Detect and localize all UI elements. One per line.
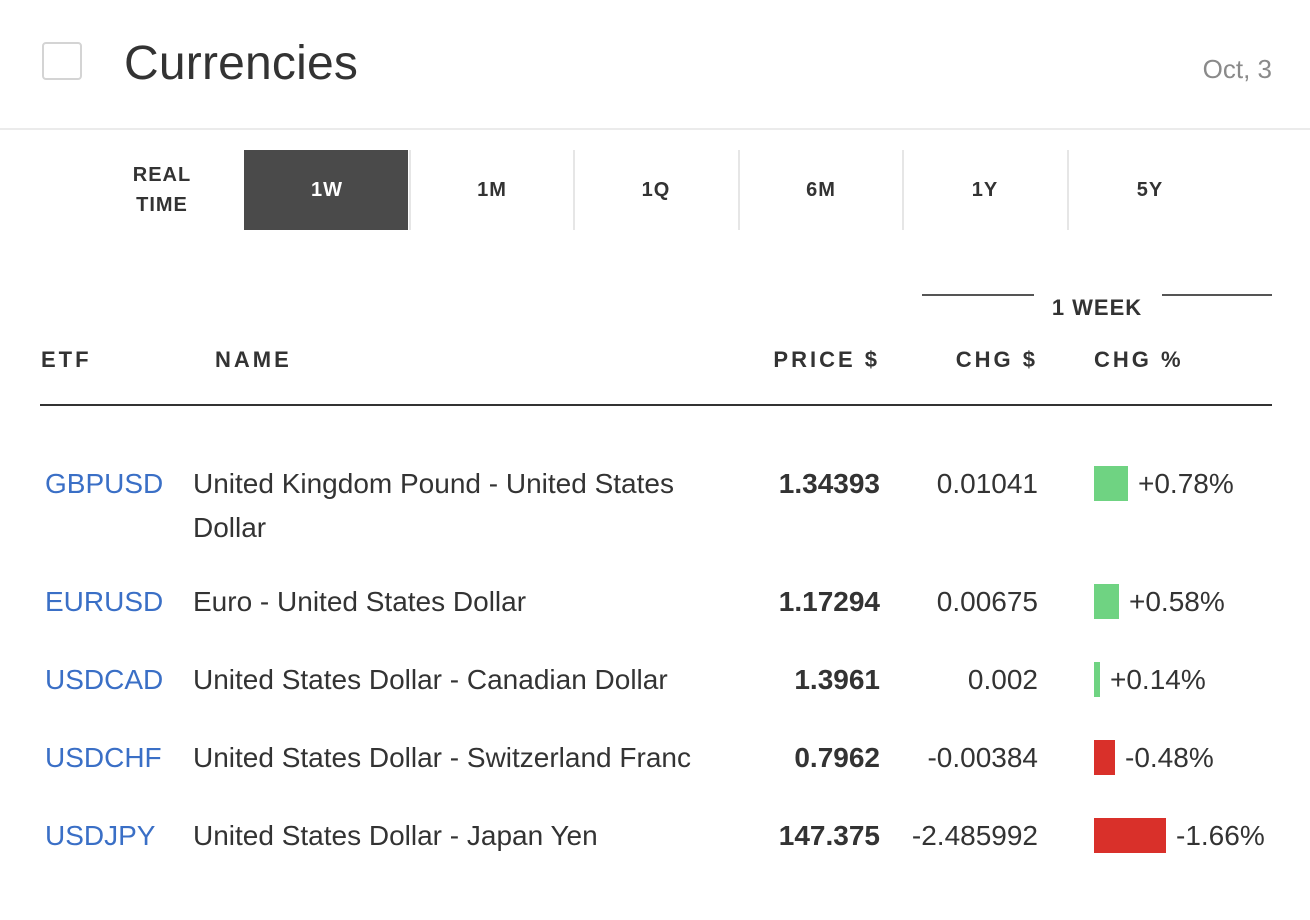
change-value: -2.485992	[911, 820, 1038, 851]
change-value: 0.00675	[936, 586, 1038, 617]
col-header-name[interactable]: NAME	[215, 347, 292, 372]
change-value: 0.01041	[936, 468, 1038, 499]
change-bar	[1094, 662, 1100, 697]
currency-name: United States Dollar - Switzerland Franc	[193, 742, 691, 773]
change-value: 0.002	[967, 664, 1038, 695]
symbol-link[interactable]: USDCAD	[45, 664, 164, 695]
change-pct-value: -0.48%	[1125, 742, 1214, 773]
price-value: 1.17294	[778, 586, 880, 617]
table-row: USDCHF United States Dollar - Switzerland…	[0, 736, 1310, 776]
price-value: 147.375	[778, 820, 880, 851]
table-row: USDCAD United States Dollar - Canadian Do…	[0, 658, 1310, 698]
tab-real-time[interactable]: REAL TIME	[80, 150, 244, 230]
change-pct-value: -1.66%	[1176, 820, 1265, 851]
page-header: Currencies Oct, 3	[0, 0, 1310, 130]
col-header-price[interactable]: PRICE $	[773, 347, 880, 372]
select-checkbox[interactable]	[42, 42, 82, 80]
tab-6m[interactable]: 6M	[738, 150, 902, 230]
tab-1m[interactable]: 1M	[409, 150, 573, 230]
price-value: 0.7962	[794, 742, 880, 773]
group-label: 1 WEEK	[1051, 295, 1143, 320]
group-rule-left	[922, 294, 1034, 296]
price-value: 1.3961	[794, 664, 880, 695]
change-bar	[1094, 584, 1119, 619]
tab-1y[interactable]: 1Y	[902, 150, 1066, 230]
symbol-link[interactable]: GBPUSD	[45, 468, 164, 499]
group-rule-right	[1162, 294, 1272, 296]
tab-label: REAL TIME	[132, 164, 192, 216]
one-week-group-header: 1 WEEK	[922, 292, 1272, 322]
change-pct-value: +0.58%	[1129, 586, 1225, 617]
change-value: -0.00384	[927, 742, 1038, 773]
table-row: USDJPY United States Dollar - Japan Yen 14…	[0, 814, 1310, 854]
date-label: Oct, 3	[1202, 54, 1272, 84]
change-bar	[1094, 740, 1115, 775]
tab-1w[interactable]: 1W	[244, 150, 408, 230]
symbol-link[interactable]: EURUSD	[45, 586, 164, 617]
page-title: Currencies	[124, 37, 359, 90]
currency-name: Euro - United States Dollar	[193, 586, 527, 617]
tab-5y[interactable]: 5Y	[1067, 150, 1231, 230]
col-header-chg[interactable]: CHG $	[955, 347, 1038, 372]
price-value: 1.34393	[778, 468, 880, 499]
currency-name: United States Dollar - Canadian Dollar	[193, 664, 668, 695]
tab-1q[interactable]: 1Q	[573, 150, 737, 230]
change-bar	[1094, 466, 1128, 501]
currency-name: United Kingdom Pound - United States Dol…	[193, 468, 674, 543]
col-header-etf[interactable]: ETF	[41, 347, 92, 372]
table-row: EURUSD Euro - United States Dollar 1.17294…	[0, 580, 1310, 620]
symbol-link[interactable]: USDCHF	[45, 742, 162, 773]
table-row: GBPUSD United Kingdom Pound - United Stat…	[0, 462, 1310, 543]
change-pct-value: +0.78%	[1138, 468, 1234, 499]
symbol-link[interactable]: USDJPY	[45, 820, 156, 851]
col-header-chg-pct[interactable]: CHG %	[1094, 347, 1184, 372]
currency-name: United States Dollar - Japan Yen	[193, 820, 598, 851]
header-divider	[40, 404, 1272, 406]
change-bar	[1094, 818, 1166, 853]
change-pct-value: +0.14%	[1110, 664, 1206, 695]
